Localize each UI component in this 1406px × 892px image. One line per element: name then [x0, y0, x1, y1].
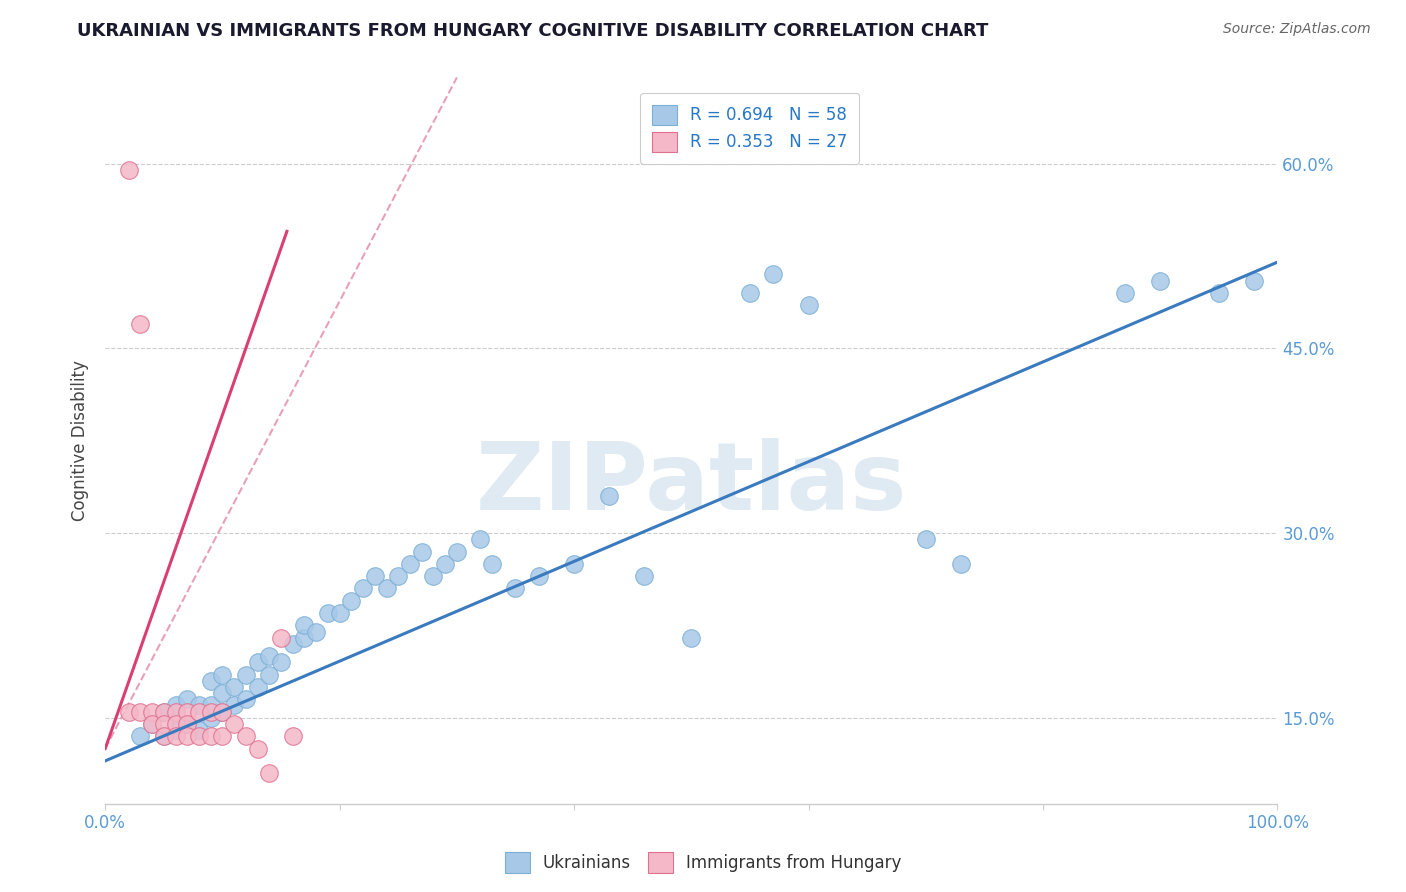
Point: [411, 544, 433, 558]
Point: [176, 692, 198, 706]
Y-axis label: Cognitive Disability: Cognitive Disability: [72, 360, 89, 521]
Point: [470, 533, 492, 547]
Point: [211, 686, 233, 700]
Point: [200, 711, 222, 725]
Point: [259, 667, 281, 681]
Point: [281, 729, 304, 743]
Point: [340, 594, 363, 608]
Text: UKRAINIAN VS IMMIGRANTS FROM HUNGARY COGNITIVE DISABILITY CORRELATION CHART: UKRAINIAN VS IMMIGRANTS FROM HUNGARY COG…: [77, 22, 988, 40]
Point: [165, 723, 187, 737]
Point: [281, 637, 304, 651]
Point: [387, 569, 409, 583]
Point: [188, 698, 211, 713]
Point: [246, 741, 269, 756]
Point: [1149, 274, 1171, 288]
Point: [129, 317, 152, 331]
Point: [224, 680, 246, 694]
Point: [141, 705, 163, 719]
Point: [153, 729, 176, 743]
Point: [200, 729, 222, 743]
Point: [259, 649, 281, 664]
Point: [329, 606, 352, 620]
Point: [165, 698, 187, 713]
Point: [352, 582, 374, 596]
Point: [153, 729, 176, 743]
Point: [200, 673, 222, 688]
Point: [153, 717, 176, 731]
Point: [364, 569, 387, 583]
Point: [176, 717, 198, 731]
Point: [294, 631, 316, 645]
Point: [270, 631, 292, 645]
Point: [305, 624, 328, 639]
Point: [434, 557, 457, 571]
Point: [633, 569, 655, 583]
Point: [188, 705, 211, 719]
Legend: Ukrainians, Immigrants from Hungary: Ukrainians, Immigrants from Hungary: [498, 846, 908, 880]
Point: [211, 705, 233, 719]
Point: [153, 705, 176, 719]
Point: [949, 557, 972, 571]
Point: [188, 729, 211, 743]
Point: [129, 705, 152, 719]
Point: [200, 705, 222, 719]
Point: [246, 680, 269, 694]
Point: [527, 569, 550, 583]
Point: [1243, 274, 1265, 288]
Point: [246, 656, 269, 670]
Point: [1114, 285, 1136, 300]
Point: [598, 489, 620, 503]
Point: [118, 162, 141, 177]
Point: [200, 698, 222, 713]
Point: [176, 717, 198, 731]
Point: [153, 705, 176, 719]
Point: [224, 698, 246, 713]
Point: [235, 692, 257, 706]
Point: [141, 717, 163, 731]
Point: [797, 298, 820, 312]
Point: [294, 618, 316, 632]
Point: [505, 582, 527, 596]
Point: [176, 705, 198, 719]
Point: [762, 268, 785, 282]
Point: [224, 717, 246, 731]
Point: [399, 557, 422, 571]
Point: [270, 656, 292, 670]
Point: [316, 606, 339, 620]
Point: [165, 705, 187, 719]
Legend: R = 0.694   N = 58, R = 0.353   N = 27: R = 0.694 N = 58, R = 0.353 N = 27: [641, 93, 859, 164]
Point: [914, 533, 936, 547]
Point: [118, 705, 141, 719]
Point: [738, 285, 761, 300]
Point: [211, 729, 233, 743]
Point: [176, 729, 198, 743]
Point: [681, 631, 703, 645]
Point: [188, 723, 211, 737]
Point: [481, 557, 503, 571]
Point: [129, 729, 152, 743]
Point: [141, 717, 163, 731]
Text: ZIPatlas: ZIPatlas: [475, 438, 907, 531]
Point: [446, 544, 468, 558]
Point: [235, 729, 257, 743]
Text: Source: ZipAtlas.com: Source: ZipAtlas.com: [1223, 22, 1371, 37]
Point: [375, 582, 398, 596]
Point: [562, 557, 585, 571]
Point: [259, 766, 281, 780]
Point: [211, 705, 233, 719]
Point: [422, 569, 444, 583]
Point: [211, 667, 233, 681]
Point: [235, 667, 257, 681]
Point: [165, 729, 187, 743]
Point: [1208, 285, 1230, 300]
Point: [165, 717, 187, 731]
